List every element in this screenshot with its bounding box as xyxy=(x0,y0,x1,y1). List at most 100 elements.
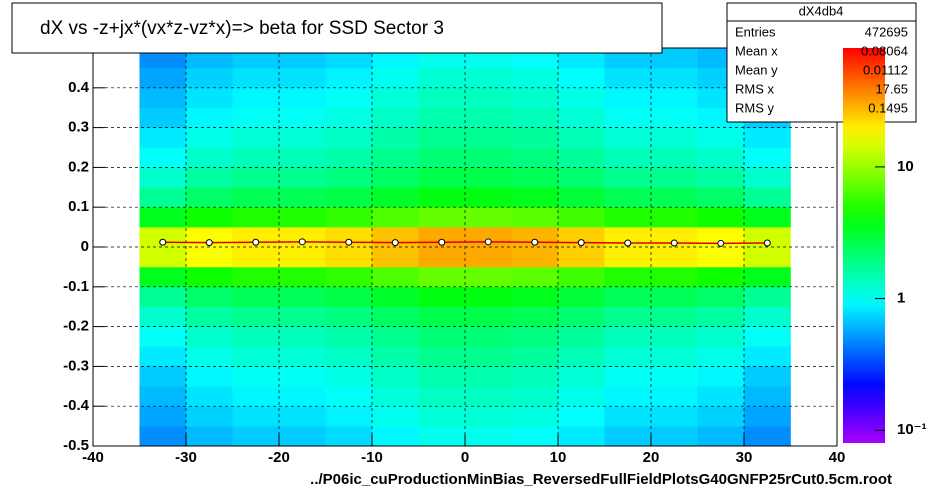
stats-value: 0.01112 xyxy=(863,62,908,77)
heatmap-cell xyxy=(697,366,745,387)
heatmap-cell xyxy=(511,386,559,407)
heatmap-cell xyxy=(418,247,466,268)
heatmap-cell xyxy=(697,167,745,188)
heatmap-cell xyxy=(186,266,233,288)
heatmap-cell xyxy=(558,266,605,288)
heatmap-cell xyxy=(465,366,512,387)
stats-value: 0.1495 xyxy=(868,100,908,115)
heatmap-cell xyxy=(604,247,652,268)
heatmap-cell xyxy=(511,266,559,288)
heatmap-cell xyxy=(744,187,791,208)
heatmap-cell xyxy=(139,266,187,288)
heatmap-cell xyxy=(651,247,698,268)
heatmap-cell xyxy=(744,247,791,268)
x-tick-label: 30 xyxy=(736,449,753,466)
x-tick-label: 40 xyxy=(829,449,846,466)
heatmap-cell xyxy=(418,107,466,128)
y-tick-label: -0.2 xyxy=(63,318,89,335)
heatmap-cell xyxy=(232,187,280,208)
heatmap-cell xyxy=(465,346,512,367)
heatmap-cell xyxy=(651,266,698,288)
heatmap-cell xyxy=(558,167,605,188)
heatmap-cell xyxy=(744,406,791,427)
heatmap-cell xyxy=(558,326,605,347)
stats-label: Mean y xyxy=(735,62,778,77)
heatmap-cell xyxy=(558,107,605,128)
heatmap-cell xyxy=(465,386,512,407)
heatmap-cell xyxy=(232,266,280,288)
heatmap-cell xyxy=(511,366,559,387)
heatmap-cell xyxy=(186,147,233,168)
heatmap-cell xyxy=(279,207,326,228)
heatmap-cell xyxy=(465,326,512,347)
heatmap-cell xyxy=(651,386,698,407)
heatmap-cell xyxy=(697,227,745,248)
heatmap-cell xyxy=(325,306,373,327)
heatmap-cell xyxy=(279,187,326,208)
heatmap-cell xyxy=(418,366,466,387)
heatmap-cell xyxy=(139,406,187,427)
heatmap-cell xyxy=(418,87,466,108)
heatmap-cell xyxy=(372,266,419,288)
heatmap-cell xyxy=(232,386,280,407)
heatmap-cell xyxy=(325,87,373,108)
heatmap-cell xyxy=(465,167,512,188)
heatmap-cell xyxy=(232,167,280,188)
heatmap-cell xyxy=(325,167,373,188)
heatmap-cell xyxy=(186,127,233,148)
heatmap-cell xyxy=(604,107,652,128)
heatmap-cell xyxy=(279,87,326,108)
heatmap-cell xyxy=(744,306,791,327)
stats-label: RMS y xyxy=(735,100,775,115)
heatmap-cell xyxy=(604,187,652,208)
heatmap-cell xyxy=(418,266,466,288)
heatmap-cell xyxy=(558,346,605,367)
heatmap-cell xyxy=(232,286,280,307)
heatmap-cell xyxy=(139,426,187,447)
y-tick-label: -0.1 xyxy=(63,278,89,295)
heatmap-cell xyxy=(651,87,698,108)
heatmap-cell xyxy=(511,147,559,168)
heatmap-cell xyxy=(372,167,419,188)
y-tick-label: -0.5 xyxy=(63,437,89,454)
heatmap-cell xyxy=(372,247,419,268)
heatmap-cell xyxy=(604,326,652,347)
heatmap-cell xyxy=(558,127,605,148)
heatmap-cell xyxy=(465,67,512,89)
heatmap-cell xyxy=(139,107,187,128)
heatmap-cell xyxy=(139,87,187,108)
heatmap-cell xyxy=(465,127,512,148)
heatmap-cell xyxy=(372,107,419,128)
heatmap-cell xyxy=(372,127,419,148)
profile-point xyxy=(763,239,771,247)
chart-title: dX vs -z+jx*(vx*z-vz*x)=> beta for SSD S… xyxy=(40,18,444,39)
profile-point xyxy=(717,239,725,247)
heatmap-cell xyxy=(604,426,652,447)
heatmap-cell xyxy=(139,286,187,307)
z-tick-label: 10 xyxy=(897,158,914,175)
heatmap-cell xyxy=(279,266,326,288)
heatmap-cell xyxy=(558,187,605,208)
heatmap-cell xyxy=(186,286,233,307)
heatmap-cell xyxy=(139,366,187,387)
heatmap-cell xyxy=(697,326,745,347)
heatmap-cell xyxy=(279,107,326,128)
y-tick-label: -0.4 xyxy=(63,397,90,414)
heatmap-cell xyxy=(325,147,373,168)
heatmap-cell xyxy=(651,426,698,447)
heatmap-cell xyxy=(372,326,419,347)
heatmap-cell xyxy=(186,247,233,268)
heatmap-cell xyxy=(372,406,419,427)
heatmap-cell xyxy=(465,426,512,447)
heatmap-cell xyxy=(279,406,326,427)
heatmap-cell xyxy=(325,366,373,387)
profile-point xyxy=(298,238,306,246)
heatmap-cell xyxy=(325,107,373,128)
heatmap-cell xyxy=(604,286,652,307)
heatmap-cell xyxy=(325,426,373,447)
heatmap-cell xyxy=(511,426,559,447)
heatmap-cell xyxy=(651,187,698,208)
heatmap-cell xyxy=(279,346,326,367)
heatmap-cell xyxy=(465,266,512,288)
heatmap-cell xyxy=(139,306,187,327)
